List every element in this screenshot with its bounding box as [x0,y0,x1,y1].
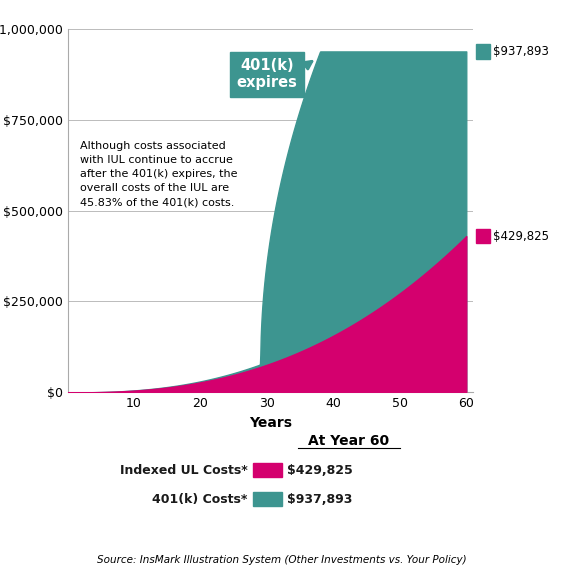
Text: Although costs associated
with IUL continue to accrue
after the 401(k) expires, : Although costs associated with IUL conti… [80,141,237,207]
Text: $429,825: $429,825 [493,230,548,242]
Text: 401(k) Costs*: 401(k) Costs* [153,493,248,505]
Text: $429,825: $429,825 [287,464,353,477]
Text: Indexed UL Costs*: Indexed UL Costs* [120,464,248,477]
Text: 401(k)
expires: 401(k) expires [236,58,297,91]
Text: Source: InsMark Illustration System (Other Investments vs. Your Policy): Source: InsMark Illustration System (Oth… [97,554,466,565]
Text: $937,893: $937,893 [493,45,548,58]
Text: At Year 60: At Year 60 [309,434,390,448]
X-axis label: Years: Years [249,416,292,430]
Text: $937,893: $937,893 [287,493,352,505]
